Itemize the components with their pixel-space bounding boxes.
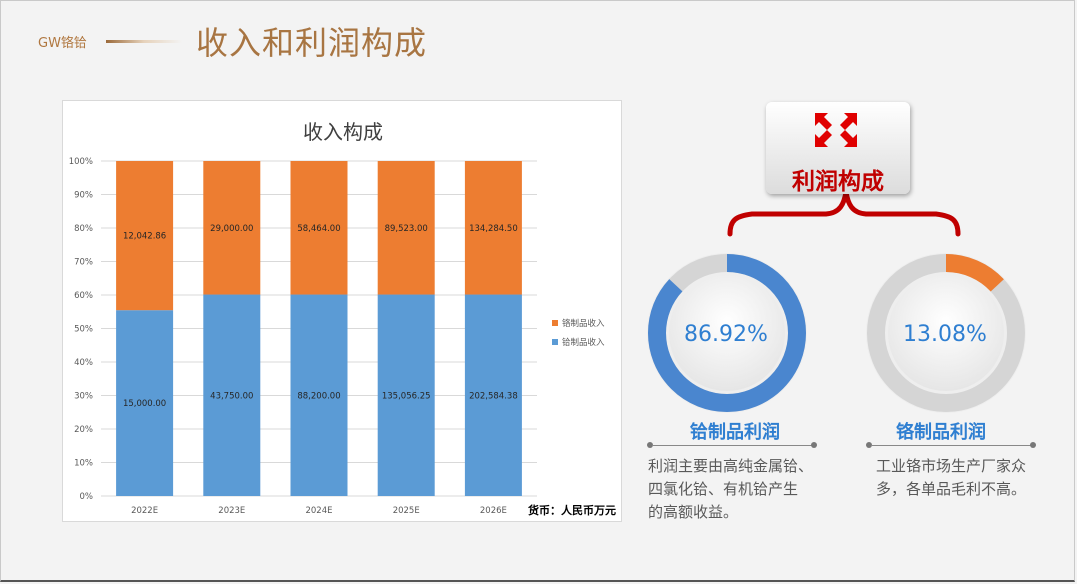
y-tick-label: 90% — [74, 191, 93, 201]
hafnium-profit-donut — [647, 253, 807, 417]
bar-segment — [290, 294, 348, 496]
y-tick-label: 80% — [74, 224, 93, 234]
chromium-profit-description: 工业铬市场生产厂家众 多，各单品毛利不高。 — [876, 455, 1056, 501]
data-label: 89,523.00 — [385, 224, 428, 234]
bar-segment — [116, 161, 174, 311]
bar-segment — [203, 294, 261, 496]
y-tick-label: 50% — [74, 325, 93, 335]
brand-label: GW铬铪 — [38, 36, 87, 51]
currency-note: 货币：人民币万元 — [528, 504, 616, 517]
bar-segment — [116, 310, 174, 496]
page-title: 收入和利润构成 — [196, 24, 428, 62]
donut-value-arc — [867, 254, 1025, 412]
x-tick-label: 2025E — [393, 506, 420, 516]
legend-label: 铬制品收入 — [562, 318, 605, 329]
legend-swatch — [552, 339, 558, 345]
data-label: 202,584.38 — [469, 391, 518, 401]
y-tick-label: 70% — [74, 258, 93, 268]
x-tick-label: 2023E — [218, 506, 245, 516]
divider-line — [652, 445, 812, 446]
description-line: 四氯化铪、有机铪产生 — [648, 480, 799, 498]
converge-arrows-icon — [812, 110, 860, 154]
data-label: 15,000.00 — [123, 399, 166, 409]
bar-segment — [203, 161, 261, 295]
brand-divider — [106, 40, 182, 43]
data-label: 135,056.25 — [382, 391, 431, 401]
bar-segment — [464, 294, 522, 496]
bar-segment — [377, 294, 435, 496]
y-tick-label: 10% — [74, 459, 93, 469]
data-label: 12,042.86 — [123, 232, 166, 242]
revenue-chart: 收入构成 0% 10% 20% 30% 40% 50% 60% 70% 80% 90% 100% 15,… — [62, 100, 622, 522]
donut-value-arc — [648, 254, 806, 412]
x-tick-label: 2026E — [480, 506, 507, 516]
divider-dot-right — [1030, 442, 1036, 448]
divider-dot-left — [647, 442, 653, 448]
description-line: 利润主要由高纯金属铪、 — [648, 457, 814, 475]
legend-label: 铪制品收入 — [562, 337, 605, 348]
legend-swatch — [552, 320, 558, 326]
hafnium-profit-percent: 86.92% — [684, 322, 768, 347]
description-line: 工业铬市场生产厂家众 — [876, 457, 1027, 475]
data-label: 88,200.00 — [297, 391, 340, 401]
y-tick-label: 40% — [74, 358, 93, 368]
chart-svg: 收入构成 0% 10% 20% 30% 40% 50% 60% 70% 80% 90% 100% 15,… — [69, 120, 605, 516]
bar-segment — [290, 161, 348, 295]
hafnium-profit-label: 铪制品利润 — [690, 422, 780, 443]
data-label: 134,284.50 — [469, 224, 518, 234]
y-tick-label: 100% — [69, 157, 93, 167]
chromium-profit-percent: 13.08% — [903, 322, 987, 347]
description-line: 的高额收益。 — [648, 503, 739, 521]
divider-dot-right — [811, 442, 817, 448]
hafnium-profit-description: 利润主要由高纯金属铪、 四氯化铪、有机铪产生 的高额收益。 — [648, 455, 828, 524]
x-tick-label: 2024E — [305, 506, 332, 516]
divider-line — [871, 445, 1031, 446]
bar-segment — [464, 161, 522, 295]
profit-badge-label: 利润构成 — [792, 169, 884, 195]
x-tick-label: 2022E — [131, 506, 158, 516]
y-tick-label: 60% — [74, 291, 93, 301]
chromium-profit-label: 铬制品利润 — [896, 422, 986, 443]
divider-dot-left — [866, 442, 872, 448]
profit-badge: 利润构成 — [766, 102, 910, 195]
chart-title: 收入构成 — [303, 120, 383, 144]
y-tick-label: 20% — [74, 425, 93, 435]
data-label: 43,750.00 — [210, 391, 253, 401]
bar-segment — [377, 161, 435, 295]
y-tick-label: 0% — [80, 492, 94, 502]
donut-center — [888, 275, 1004, 391]
data-label: 58,464.00 — [297, 224, 340, 234]
chromium-profit-donut — [866, 253, 1026, 417]
y-tick-label: 30% — [74, 392, 93, 402]
donut-center — [669, 275, 785, 391]
description-line: 多，各单品毛利不高。 — [876, 480, 1027, 498]
data-label: 29,000.00 — [210, 224, 253, 234]
